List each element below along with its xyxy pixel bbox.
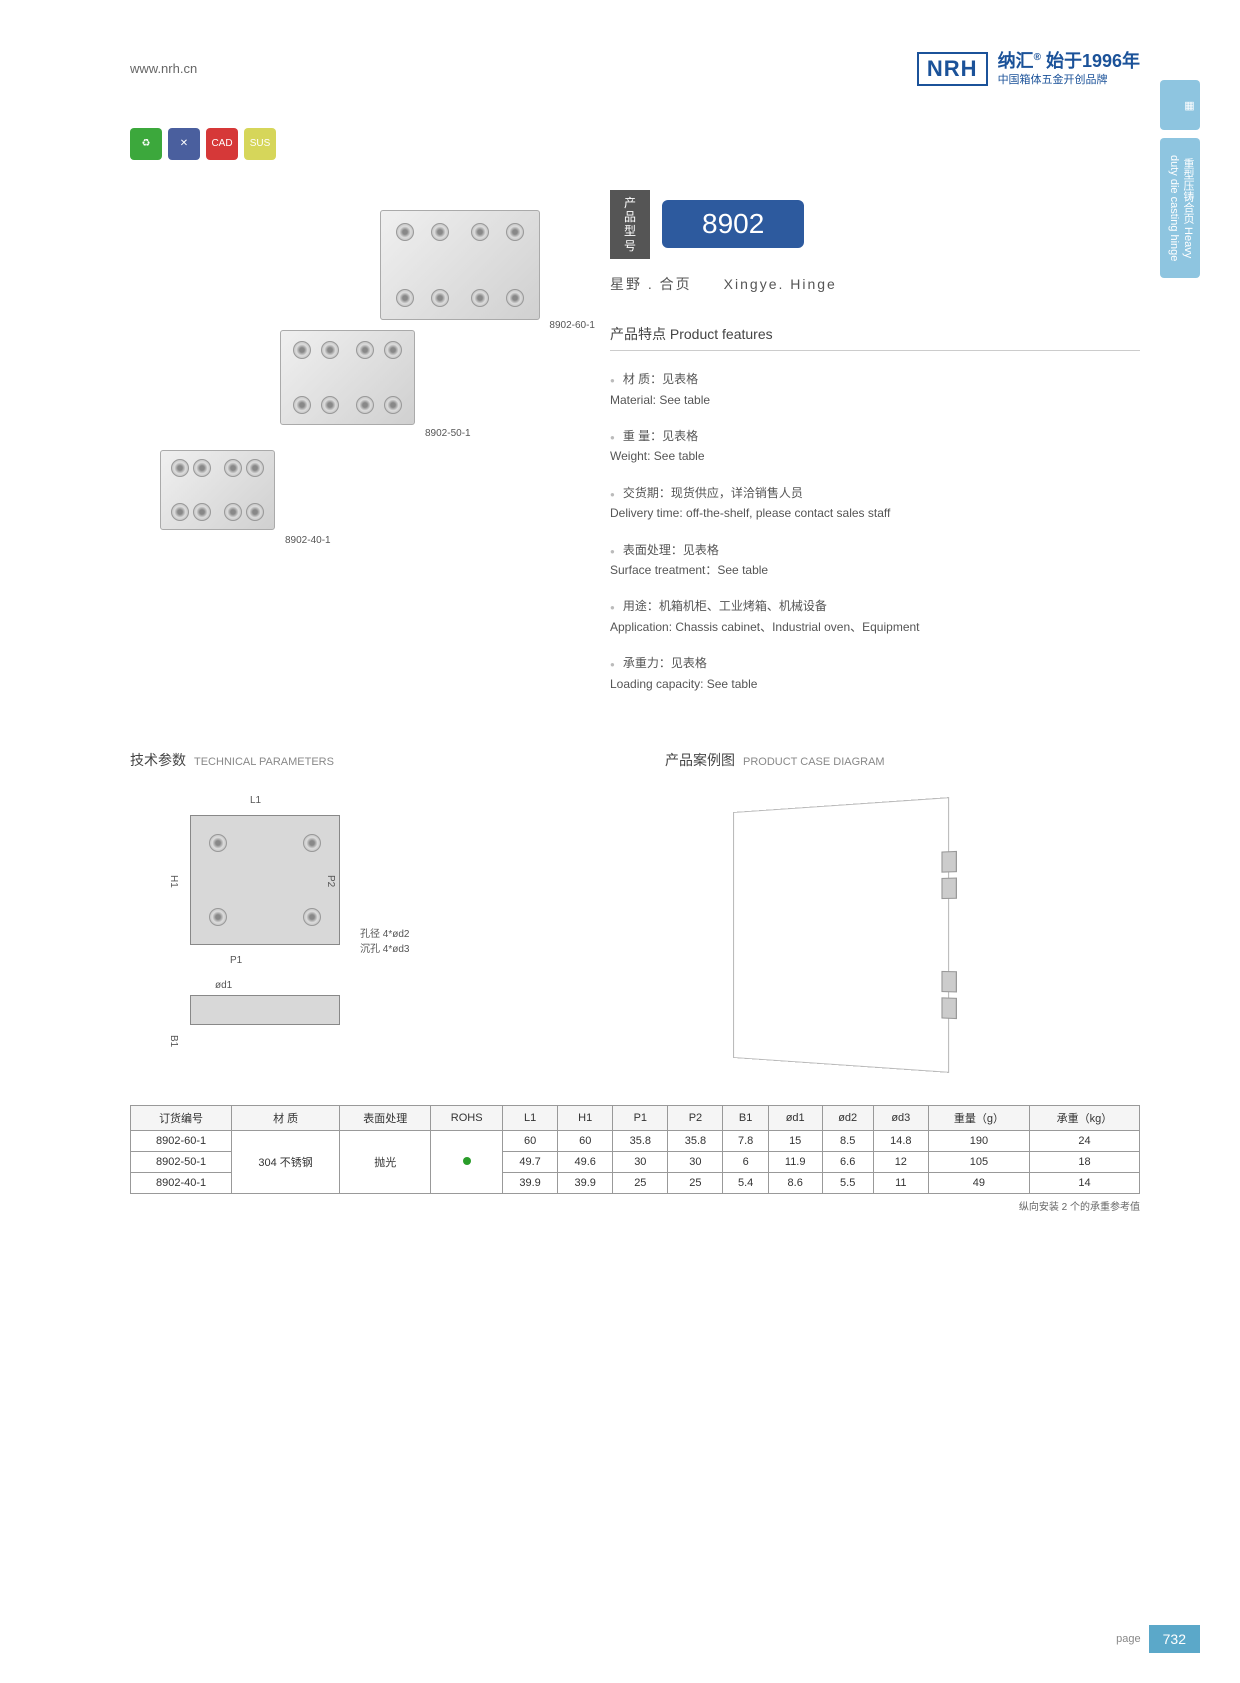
table-header: 表面处理: [340, 1105, 431, 1130]
hinge-60: [380, 210, 540, 320]
feature-item: 承重力：见表格Loading capacity: See table: [610, 653, 1140, 694]
product-subtitle: 星野 . 合页 Xingye. Hinge: [610, 274, 1140, 294]
tech-params-section: 技术参数TECHNICAL PARAMETERS L1 H1 P1 P2 孔径 …: [130, 750, 605, 1075]
product-info: 产品型号 8902 星野 . 合页 Xingye. Hinge 产品特点 Pro…: [610, 190, 1140, 710]
feature-item: 表面处理：见表格Surface treatment：See table: [610, 540, 1140, 581]
case-title: 产品案例图PRODUCT CASE DIAGRAM: [665, 750, 1140, 770]
brand-name: 纳汇® 始于1996年: [998, 50, 1140, 73]
table-header: ROHS: [431, 1105, 503, 1130]
brand-slogan: 中国箱体五金开创品牌: [998, 73, 1140, 87]
dim-b1: B1: [168, 1035, 179, 1047]
model-label: 产品型号: [610, 190, 650, 260]
side-tabs: ▦ 重型压铸合页 Heavy duty die casting hinge: [1160, 80, 1200, 278]
website-url: www.nrh.cn: [130, 61, 197, 76]
label-60: 8902-60-1: [549, 320, 595, 331]
logo: NRH: [917, 52, 988, 86]
table-header: ød3: [873, 1105, 928, 1130]
badge-cad-icon: CAD: [206, 128, 238, 160]
label-50: 8902-50-1: [425, 428, 471, 439]
features-list: 材 质：见表格Material: See table 重 量：见表格Weight:…: [610, 369, 1140, 694]
hinge-50: [280, 330, 415, 425]
hole-note: 孔径 4*ød2 沉孔 4*ød3: [360, 925, 409, 955]
header: www.nrh.cn NRH 纳汇® 始于1996年 中国箱体五金开创品牌: [0, 0, 1240, 108]
table-header: L1: [503, 1105, 558, 1130]
badge-blue-icon: ✕: [168, 128, 200, 160]
side-tab-category: 重型压铸合页 Heavy duty die casting hinge: [1160, 138, 1200, 278]
feature-item: 交货期：现货供应，详洽销售人员Delivery time: off-the-sh…: [610, 483, 1140, 524]
hinge-40: [160, 450, 275, 530]
side-tab-icon: ▦: [1160, 80, 1200, 130]
label-40: 8902-40-1: [285, 535, 331, 546]
table-header: P2: [668, 1105, 723, 1130]
badge-sus-icon: SUS: [244, 128, 276, 160]
main-content: 8902-60-1 8902-50-1 8902-40-1 产品型号 8902 …: [0, 190, 1240, 710]
model-row: 产品型号 8902: [610, 190, 1140, 260]
case-box: [733, 797, 949, 1073]
table-header-row: 订货编号材 质表面处理ROHSL1H1P1P2B1ød1ød2ød3重量（g）承…: [131, 1105, 1140, 1130]
table-header: P1: [613, 1105, 668, 1130]
footer: page 732: [1116, 1625, 1200, 1653]
table-header: H1: [558, 1105, 613, 1130]
table-header: ød2: [822, 1105, 873, 1130]
table-header: 订货编号: [131, 1105, 232, 1130]
side-view: [190, 995, 340, 1025]
diagrams-row: 技术参数TECHNICAL PARAMETERS L1 H1 P1 P2 孔径 …: [0, 710, 1240, 1075]
table-header: 重量（g）: [928, 1105, 1029, 1130]
table-header: 材 质: [232, 1105, 340, 1130]
table-header: B1: [723, 1105, 768, 1130]
dim-od1: ød1: [215, 980, 232, 991]
feature-item: 重 量：见表格Weight: See table: [610, 426, 1140, 467]
model-number: 8902: [662, 200, 804, 248]
table-note: 纵向安装 2 个的承重参考值: [130, 1198, 1140, 1213]
brand-block: NRH 纳汇® 始于1996年 中国箱体五金开创品牌: [917, 50, 1140, 88]
product-images: 8902-60-1 8902-50-1 8902-40-1: [130, 190, 570, 640]
table-header: ød1: [768, 1105, 822, 1130]
dim-l1: L1: [250, 795, 261, 806]
case-diagram: [665, 795, 1140, 1075]
features-title: 产品特点 Product features: [610, 324, 1140, 351]
table-row: 8902-60-1304 不锈钢抛光606035.835.87.8158.514…: [131, 1130, 1140, 1151]
badge-row: ♻ ✕ CAD SUS: [130, 128, 1240, 160]
dim-h1: H1: [168, 875, 179, 888]
top-view: [190, 815, 340, 945]
page-number: 732: [1149, 1625, 1200, 1653]
case-diagram-section: 产品案例图PRODUCT CASE DIAGRAM: [665, 750, 1140, 1075]
spec-table: 订货编号材 质表面处理ROHSL1H1P1P2B1ød1ød2ød3重量（g）承…: [130, 1105, 1140, 1194]
page-label: page: [1116, 1633, 1140, 1645]
feature-item: 材 质：见表格Material: See table: [610, 369, 1140, 410]
dim-p2: P2: [325, 875, 336, 887]
table-body: 8902-60-1304 不锈钢抛光606035.835.87.8158.514…: [131, 1130, 1140, 1193]
spec-table-wrap: 订货编号材 质表面处理ROHSL1H1P1P2B1ød1ød2ød3重量（g）承…: [0, 1075, 1240, 1213]
badge-green-icon: ♻: [130, 128, 162, 160]
feature-item: 用途：机箱机柜、工业烤箱、机械设备Application: Chassis ca…: [610, 596, 1140, 637]
tech-diagram: L1 H1 P1 P2 孔径 4*ød2 沉孔 4*ød3 ød1 B1: [130, 795, 605, 1075]
tech-title: 技术参数TECHNICAL PARAMETERS: [130, 750, 605, 770]
brand-text: 纳汇® 始于1996年 中国箱体五金开创品牌: [998, 50, 1140, 88]
dim-p1: P1: [230, 955, 242, 966]
table-header: 承重（kg）: [1029, 1105, 1139, 1130]
